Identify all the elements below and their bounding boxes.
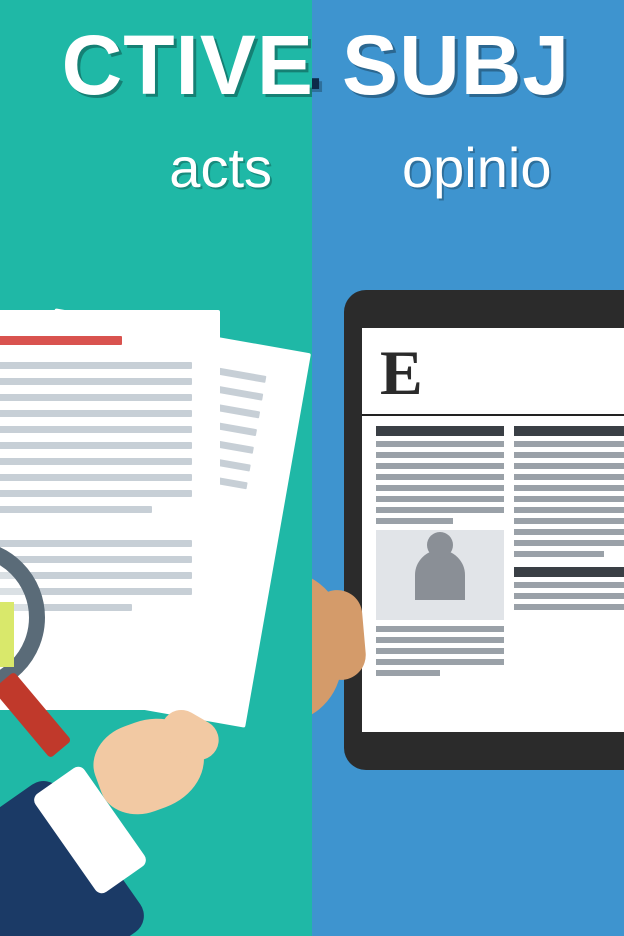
subtitle-opinions: opinio bbox=[402, 135, 551, 200]
subtitle-facts: acts bbox=[169, 135, 272, 200]
subjective-panel: s. SUBJ opinio E bbox=[312, 0, 624, 936]
news-column-left bbox=[376, 426, 504, 681]
title-bar-right: s. SUBJ bbox=[312, 0, 624, 130]
title-bar-left: CTIVE v bbox=[0, 0, 312, 130]
infographic-container: CTIVE v acts bbox=[0, 0, 624, 936]
title-objective: CTIVE bbox=[62, 17, 312, 114]
tablet-screen: E bbox=[362, 328, 624, 732]
hand-right-icon bbox=[312, 580, 394, 880]
objective-panel: CTIVE v acts bbox=[0, 0, 312, 936]
hand-left-icon bbox=[0, 700, 260, 936]
title-subjective: SUBJ bbox=[342, 17, 570, 114]
newspaper-headline: E bbox=[362, 328, 624, 416]
vs-label-part2: s. bbox=[312, 24, 324, 106]
news-column-right bbox=[514, 426, 624, 681]
news-avatar-icon bbox=[376, 530, 504, 620]
